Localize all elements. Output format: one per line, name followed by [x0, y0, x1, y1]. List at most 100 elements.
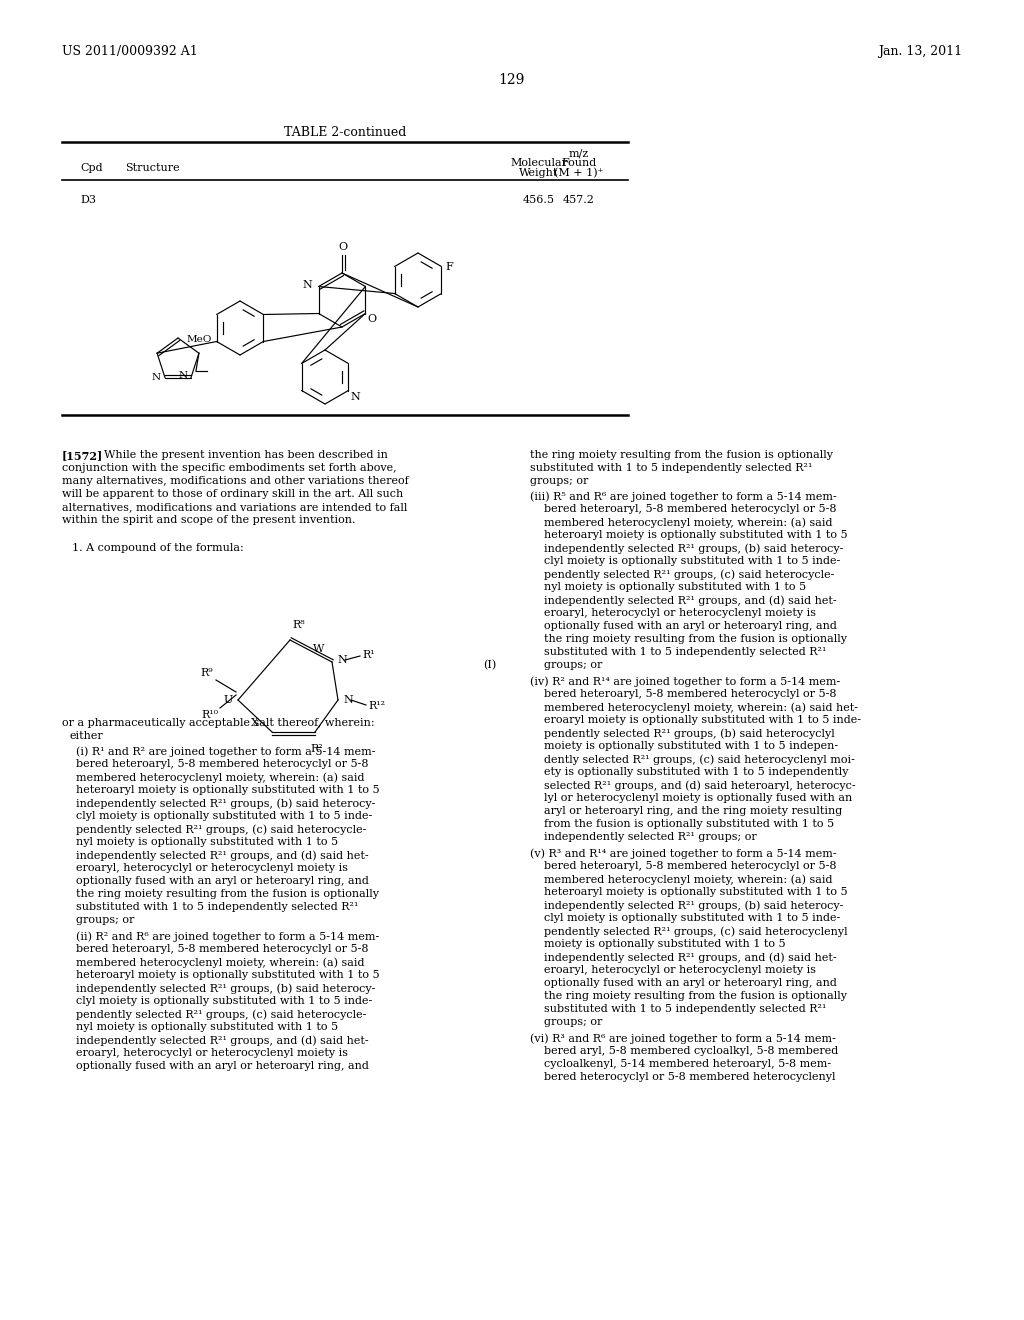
Text: groups; or: groups; or: [530, 1016, 602, 1027]
Text: independently selected R²¹ groups, (b) said heterocy-: independently selected R²¹ groups, (b) s…: [530, 543, 844, 553]
Text: Molecular: Molecular: [511, 158, 567, 168]
Text: independently selected R²¹ groups, (b) said heterocy-: independently selected R²¹ groups, (b) s…: [530, 900, 844, 911]
Text: (I): (I): [483, 660, 497, 671]
Text: US 2011/0009392 A1: US 2011/0009392 A1: [62, 45, 198, 58]
Text: While the present invention has been described in: While the present invention has been des…: [104, 450, 388, 459]
Text: groups; or: groups; or: [62, 915, 134, 925]
Text: independently selected R²¹ groups, (b) said heterocy-: independently selected R²¹ groups, (b) s…: [62, 799, 376, 809]
Text: F: F: [445, 261, 454, 272]
Text: or a pharmaceutically acceptable salt thereof, wherein:: or a pharmaceutically acceptable salt th…: [62, 718, 375, 729]
Text: X: X: [251, 718, 259, 729]
Text: bered heteroaryl, 5-8 membered heterocyclyl or 5-8: bered heteroaryl, 5-8 membered heterocyc…: [62, 759, 369, 770]
Text: membered heterocyclenyl moiety, wherein: (a) said: membered heterocyclenyl moiety, wherein:…: [62, 772, 365, 783]
Text: bered aryl, 5-8 membered cycloalkyl, 5-8 membered: bered aryl, 5-8 membered cycloalkyl, 5-8…: [530, 1045, 839, 1056]
Text: aryl or heteroaryl ring, and the ring moiety resulting: aryl or heteroaryl ring, and the ring mo…: [530, 807, 843, 816]
Text: (iii) R⁵ and R⁶ are joined together to form a 5-14 mem-: (iii) R⁵ and R⁶ are joined together to f…: [530, 491, 837, 502]
Text: moiety is optionally substituted with 1 to 5: moiety is optionally substituted with 1 …: [530, 939, 785, 949]
Text: membered heterocyclenyl moiety, wherein: (a) said: membered heterocyclenyl moiety, wherein:…: [62, 957, 365, 968]
Text: bered heterocyclyl or 5-8 membered heterocyclenyl: bered heterocyclyl or 5-8 membered heter…: [530, 1072, 836, 1082]
Text: substituted with 1 to 5 independently selected R²¹: substituted with 1 to 5 independently se…: [530, 1005, 826, 1014]
Text: independently selected R²¹ groups, (b) said heterocy-: independently selected R²¹ groups, (b) s…: [62, 983, 376, 994]
Text: R⁹: R⁹: [201, 668, 213, 678]
Text: bered heteroaryl, 5-8 membered heterocyclyl or 5-8: bered heteroaryl, 5-8 membered heterocyc…: [530, 861, 837, 871]
Text: N: N: [178, 371, 187, 380]
Text: selected R²¹ groups, and (d) said heteroaryl, heterocyc-: selected R²¹ groups, and (d) said hetero…: [530, 780, 856, 791]
Text: from the fusion is optionally substituted with 1 to 5: from the fusion is optionally substitute…: [530, 818, 835, 829]
Text: alternatives, modifications and variations are intended to fall: alternatives, modifications and variatio…: [62, 502, 408, 512]
Text: the ring moiety resulting from the fusion is optionally: the ring moiety resulting from the fusio…: [62, 888, 379, 899]
Text: eroaryl, heterocyclyl or heterocyclenyl moiety is: eroaryl, heterocyclyl or heterocyclenyl …: [62, 1048, 348, 1059]
Text: substituted with 1 to 5 independently selected R²¹: substituted with 1 to 5 independently se…: [530, 647, 826, 657]
Text: eroaryl moiety is optionally substituted with 1 to 5 inde-: eroaryl moiety is optionally substituted…: [530, 715, 861, 725]
Text: (v) R³ and R¹⁴ are joined together to form a 5-14 mem-: (v) R³ and R¹⁴ are joined together to fo…: [530, 847, 837, 858]
Text: clyl moiety is optionally substituted with 1 to 5 inde-: clyl moiety is optionally substituted wi…: [530, 556, 841, 566]
Text: heteroaryl moiety is optionally substituted with 1 to 5: heteroaryl moiety is optionally substitu…: [530, 887, 848, 898]
Text: Found: Found: [561, 158, 597, 168]
Text: independently selected R²¹ groups, and (d) said het-: independently selected R²¹ groups, and (…: [530, 595, 837, 606]
Text: R⁸: R⁸: [292, 620, 304, 630]
Text: heteroaryl moiety is optionally substituted with 1 to 5: heteroaryl moiety is optionally substitu…: [530, 531, 848, 540]
Text: optionally fused with an aryl or heteroaryl ring, and: optionally fused with an aryl or heteroa…: [62, 876, 369, 886]
Text: independently selected R²¹ groups, and (d) said het-: independently selected R²¹ groups, and (…: [530, 952, 837, 962]
Text: clyl moiety is optionally substituted with 1 to 5 inde-: clyl moiety is optionally substituted wi…: [530, 913, 841, 923]
Text: optionally fused with an aryl or heteroaryl ring, and: optionally fused with an aryl or heteroa…: [530, 620, 837, 631]
Text: nyl moiety is optionally substituted with 1 to 5: nyl moiety is optionally substituted wit…: [530, 582, 806, 591]
Text: moiety is optionally substituted with 1 to 5 indepen-: moiety is optionally substituted with 1 …: [530, 741, 838, 751]
Text: substituted with 1 to 5 independently selected R²¹: substituted with 1 to 5 independently se…: [62, 902, 358, 912]
Text: groups; or: groups; or: [530, 477, 589, 486]
Text: U: U: [224, 696, 233, 705]
Text: bered heteroaryl, 5-8 membered heterocyclyl or 5-8: bered heteroaryl, 5-8 membered heterocyc…: [530, 689, 837, 700]
Text: 1. A compound of the formula:: 1. A compound of the formula:: [72, 543, 244, 553]
Text: membered heterocyclenyl moiety, wherein: (a) said het-: membered heterocyclenyl moiety, wherein:…: [530, 702, 858, 713]
Text: N: N: [343, 696, 352, 705]
Text: TABLE 2-continued: TABLE 2-continued: [284, 125, 407, 139]
Text: R¹⁰: R¹⁰: [201, 710, 218, 719]
Text: eroaryl, heterocyclyl or heterocyclenyl moiety is: eroaryl, heterocyclyl or heterocyclenyl …: [530, 609, 816, 618]
Text: heteroaryl moiety is optionally substituted with 1 to 5: heteroaryl moiety is optionally substitu…: [62, 785, 380, 795]
Text: conjunction with the specific embodiments set forth above,: conjunction with the specific embodiment…: [62, 463, 396, 473]
Text: optionally fused with an aryl or heteroaryl ring, and: optionally fused with an aryl or heteroa…: [62, 1061, 369, 1071]
Text: substituted with 1 to 5 independently selected R²¹: substituted with 1 to 5 independently se…: [530, 463, 812, 473]
Text: clyl moiety is optionally substituted with 1 to 5 inde-: clyl moiety is optionally substituted wi…: [62, 810, 373, 821]
Text: lyl or heterocyclenyl moiety is optionally fused with an: lyl or heterocyclenyl moiety is optional…: [530, 793, 852, 803]
Text: O: O: [368, 314, 377, 325]
Text: within the spirit and scope of the present invention.: within the spirit and scope of the prese…: [62, 515, 355, 525]
Text: R¹: R¹: [362, 649, 375, 660]
Text: N: N: [303, 281, 312, 290]
Text: the ring moiety resulting from the fusion is optionally: the ring moiety resulting from the fusio…: [530, 991, 847, 1001]
Text: R²: R²: [310, 744, 324, 754]
Text: nyl moiety is optionally substituted with 1 to 5: nyl moiety is optionally substituted wit…: [62, 1022, 338, 1032]
Text: eroaryl, heterocyclyl or heterocyclenyl moiety is: eroaryl, heterocyclyl or heterocyclenyl …: [530, 965, 816, 975]
Text: 457.2: 457.2: [563, 195, 595, 205]
Text: Cpd: Cpd: [80, 162, 102, 173]
Text: W: W: [313, 644, 325, 653]
Text: independently selected R²¹ groups, and (d) said het-: independently selected R²¹ groups, and (…: [62, 850, 369, 861]
Text: 456.5: 456.5: [523, 195, 555, 205]
Text: ety is optionally substituted with 1 to 5 independently: ety is optionally substituted with 1 to …: [530, 767, 849, 777]
Text: N: N: [350, 392, 360, 403]
Text: dently selected R²¹ groups, (c) said heterocyclenyl moi-: dently selected R²¹ groups, (c) said het…: [530, 754, 855, 764]
Text: eroaryl, heterocyclyl or heterocyclenyl moiety is: eroaryl, heterocyclyl or heterocyclenyl …: [62, 863, 348, 873]
Text: Weight: Weight: [519, 168, 559, 178]
Text: heteroaryl moiety is optionally substituted with 1 to 5: heteroaryl moiety is optionally substitu…: [62, 970, 380, 979]
Text: MeO: MeO: [186, 335, 212, 345]
Text: will be apparent to those of ordinary skill in the art. All such: will be apparent to those of ordinary sk…: [62, 488, 403, 499]
Text: (i) R¹ and R² are joined together to form a 5-14 mem-: (i) R¹ and R² are joined together to for…: [62, 746, 376, 756]
Text: groups; or: groups; or: [530, 660, 602, 671]
Text: the ring moiety resulting from the fusion is optionally: the ring moiety resulting from the fusio…: [530, 634, 847, 644]
Text: pendently selected R²¹ groups, (c) said heterocycle-: pendently selected R²¹ groups, (c) said …: [62, 824, 367, 834]
Text: membered heterocyclenyl moiety, wherein: (a) said: membered heterocyclenyl moiety, wherein:…: [530, 517, 833, 528]
Text: either: either: [70, 731, 103, 741]
Text: (M + 1)⁺: (M + 1)⁺: [554, 168, 604, 178]
Text: N: N: [337, 655, 347, 665]
Text: O: O: [339, 242, 347, 252]
Text: bered heteroaryl, 5-8 membered heterocyclyl or 5-8: bered heteroaryl, 5-8 membered heterocyc…: [530, 504, 837, 513]
Text: Jan. 13, 2011: Jan. 13, 2011: [878, 45, 962, 58]
Text: independently selected R²¹ groups; or: independently selected R²¹ groups; or: [530, 832, 757, 842]
Text: membered heterocyclenyl moiety, wherein: (a) said: membered heterocyclenyl moiety, wherein:…: [530, 874, 833, 884]
Text: bered heteroaryl, 5-8 membered heterocyclyl or 5-8: bered heteroaryl, 5-8 membered heterocyc…: [62, 944, 369, 954]
Text: pendently selected R²¹ groups, (c) said heterocycle-: pendently selected R²¹ groups, (c) said …: [62, 1008, 367, 1019]
Text: cycloalkenyl, 5-14 membered heteroaryl, 5-8 mem-: cycloalkenyl, 5-14 membered heteroaryl, …: [530, 1059, 831, 1069]
Text: independently selected R²¹ groups, and (d) said het-: independently selected R²¹ groups, and (…: [62, 1035, 369, 1045]
Text: many alternatives, modifications and other variations thereof: many alternatives, modifications and oth…: [62, 477, 409, 486]
